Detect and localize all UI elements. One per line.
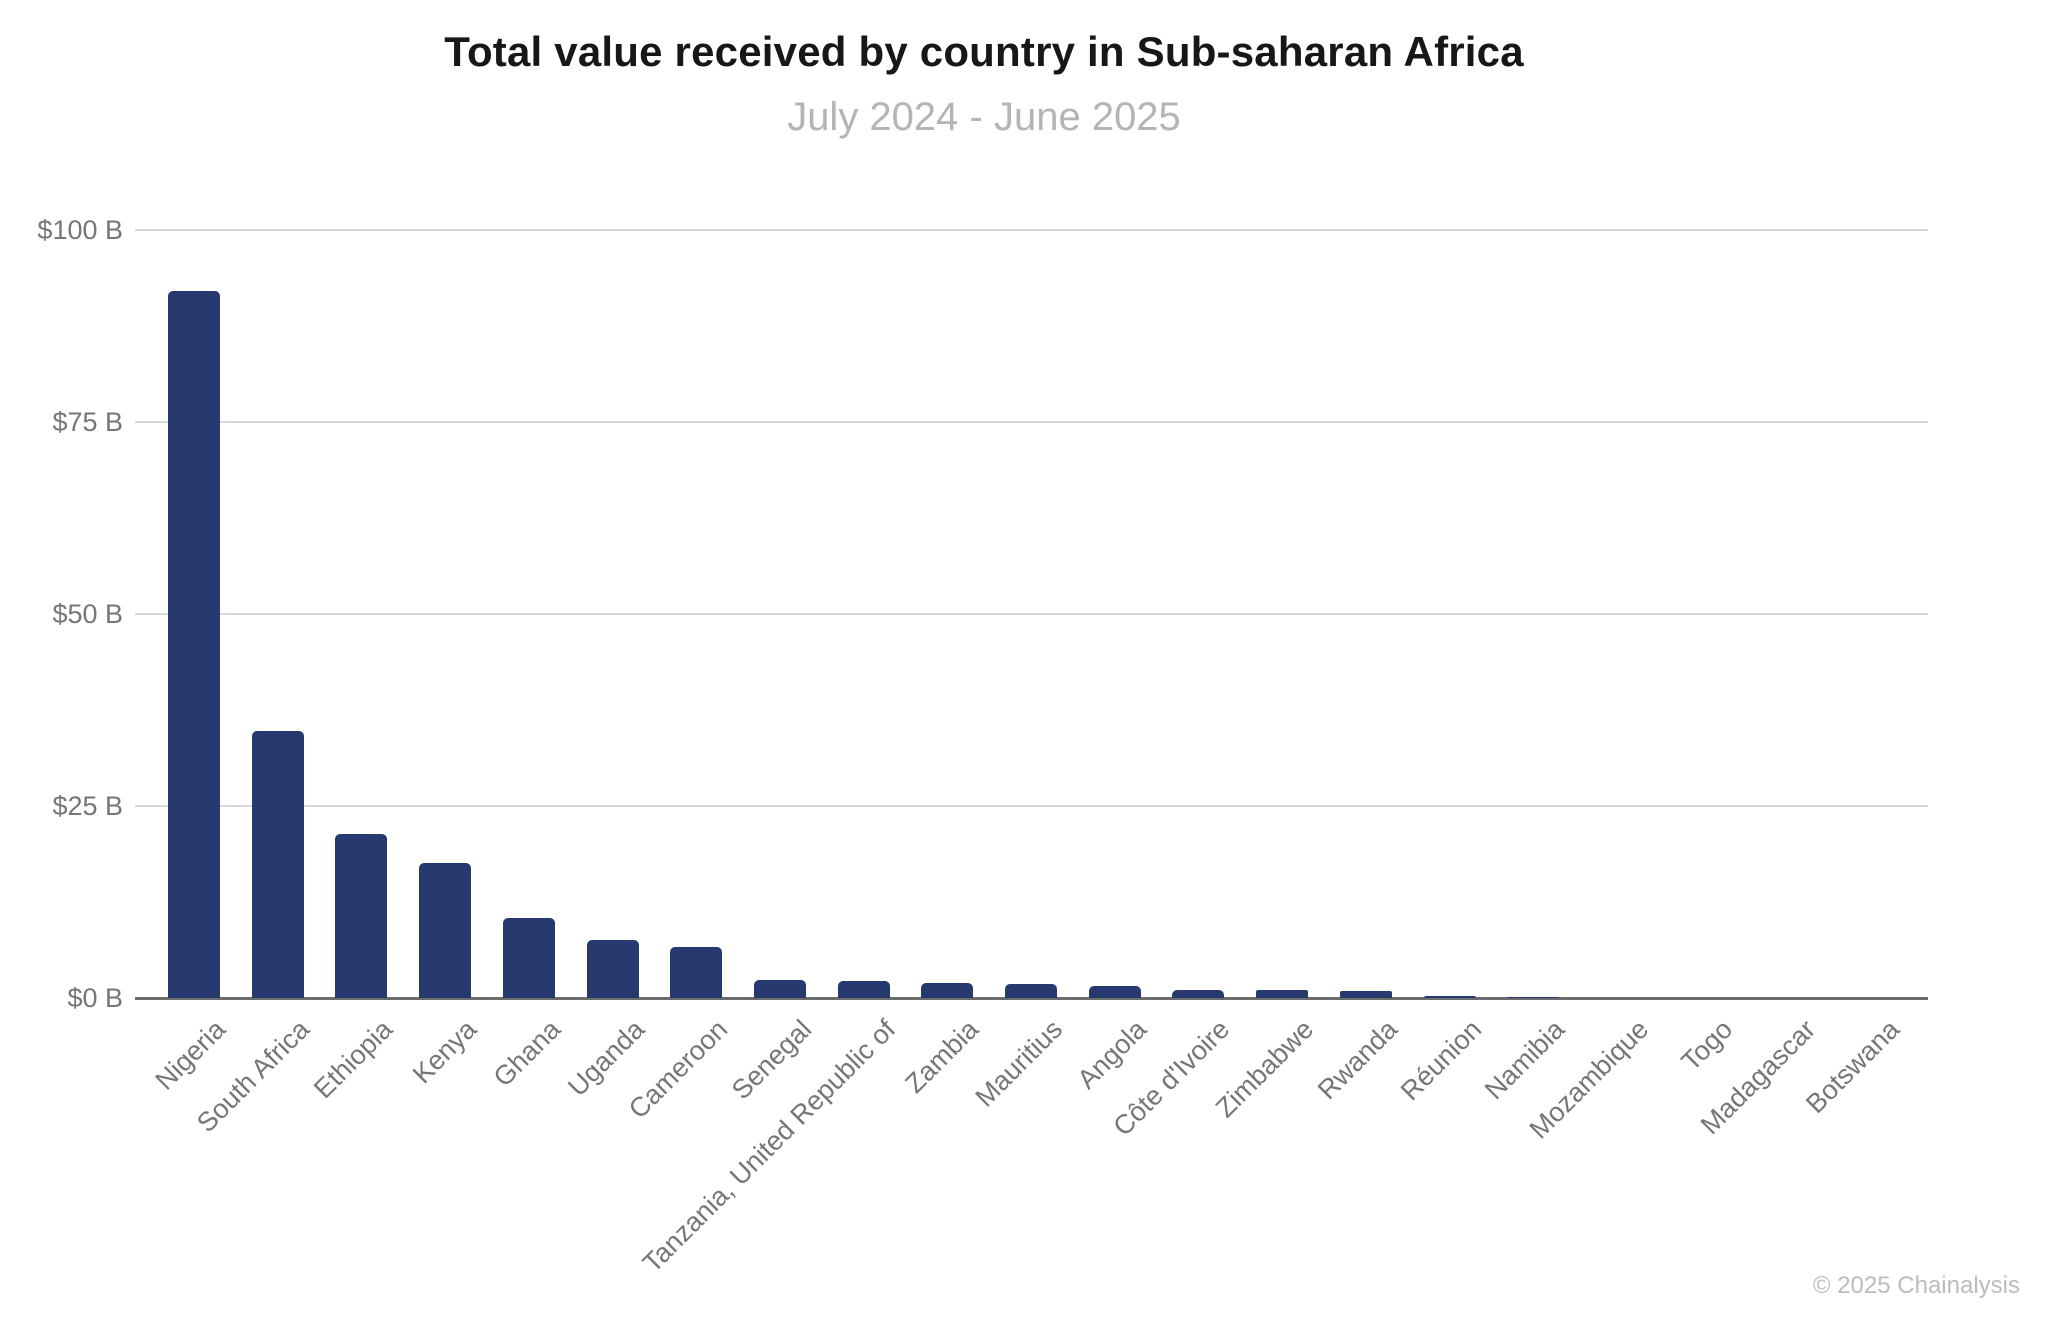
- bar-zambia[interactable]: [921, 982, 974, 998]
- y-axis-label-25: $25 B: [52, 791, 123, 821]
- y-axis-label-100: $100 B: [37, 215, 123, 245]
- bar-south-africa[interactable]: [251, 730, 304, 998]
- bar-zimbabwe[interactable]: [1256, 990, 1309, 998]
- bar-c-te-d-ivoire[interactable]: [1172, 989, 1225, 998]
- bar-senegal[interactable]: [753, 979, 806, 998]
- y-axis-label-50: $50 B: [52, 599, 123, 629]
- y-axis-label-0: $0 B: [67, 983, 123, 1013]
- chart-header: Total value received by country in Sub-s…: [0, 26, 1968, 141]
- gridline-50: [135, 613, 1928, 615]
- bar-rwanda[interactable]: [1339, 990, 1392, 998]
- bar-ghana[interactable]: [502, 918, 555, 998]
- bar-angola[interactable]: [1088, 986, 1141, 998]
- bar-namibia[interactable]: [1507, 996, 1560, 998]
- gridline-100: [135, 229, 1928, 231]
- copyright-text: © 2025 Chainalysis: [1812, 1272, 2020, 1299]
- bar-r-union[interactable]: [1423, 996, 1476, 998]
- bar-nigeria[interactable]: [168, 291, 220, 998]
- bar-uganda[interactable]: [586, 939, 639, 998]
- gridline-25: [135, 805, 1928, 807]
- bar-mauritius[interactable]: [1005, 984, 1057, 998]
- bar-ethiopia[interactable]: [335, 834, 388, 998]
- bar-tanzania-united-republic-of[interactable]: [837, 981, 890, 998]
- x-axis-line: [135, 997, 1928, 1000]
- bar-kenya[interactable]: [419, 862, 472, 998]
- chart-subtitle: July 2024 - June 2025: [787, 94, 1181, 139]
- bar-cameroon[interactable]: [670, 946, 723, 998]
- y-axis-label-75: $75 B: [52, 407, 123, 437]
- chart-title: Total value received by country in Sub-s…: [444, 28, 1524, 75]
- gridline-75: [135, 421, 1928, 423]
